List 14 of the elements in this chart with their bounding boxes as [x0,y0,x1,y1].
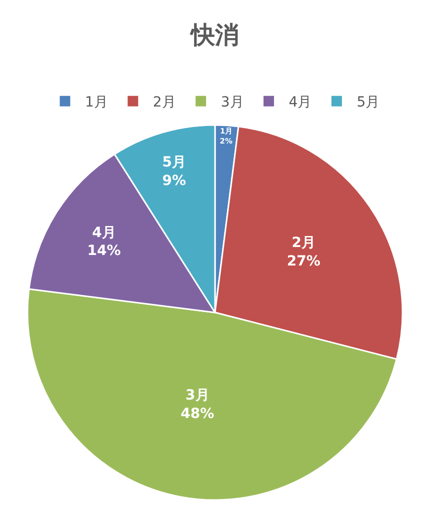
slice-label: 3月 [186,388,210,404]
data-label: 9% [162,172,186,189]
chart-title: 快消 [189,20,239,49]
legend-label: 1月 [85,94,108,111]
data-label: 27% [286,253,320,270]
legend-label: 3月 [220,94,244,111]
slice-label: 4月 [92,224,116,241]
data-label: 48% [180,406,214,422]
data-label: 14% [87,243,121,260]
slice-label: 2月 [292,235,316,252]
slice-label: 5月 [162,154,186,171]
legend-label: 5月 [356,94,380,111]
legend-label: 2月 [152,94,176,111]
legend-label: 4月 [288,94,312,111]
